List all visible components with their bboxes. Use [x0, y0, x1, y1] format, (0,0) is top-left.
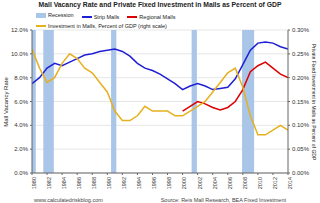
svg-text:2004: 2004 — [212, 177, 218, 189]
svg-text:1998: 1998 — [166, 177, 172, 189]
html-text:Strip Malls: Strip Malls — [93, 13, 120, 20]
svg-text:1980: 1980 — [31, 177, 37, 189]
svg-text:2002: 2002 — [197, 177, 203, 189]
html-text:Mall Vacancy Rate and Private: Mall Vacancy Rate and Private Fixed Inve… — [38, 1, 282, 8]
html-text:Investment in Malls, Percent o: Investment in Malls, Percent of GDP (rig… — [48, 22, 167, 29]
svg-text:1992: 1992 — [121, 177, 127, 189]
svg-text:10.0%: 10.0% — [11, 51, 29, 57]
svg-text:2006: 2006 — [227, 177, 233, 189]
svg-text:1986: 1986 — [76, 177, 82, 189]
svg-text:1984: 1984 — [61, 177, 67, 189]
svg-text:0.0%: 0.0% — [14, 170, 28, 176]
html-text:Private Fixed Investment in Ma: Private Fixed Investment in Malls as Per… — [311, 43, 317, 160]
svg-text:0.15%: 0.15% — [292, 99, 310, 105]
svg-text:2014: 2014 — [287, 177, 293, 189]
svg-text:0.00%: 0.00% — [292, 170, 310, 176]
svg-text:1990: 1990 — [106, 177, 112, 189]
html-text:Recession: Recession — [48, 12, 74, 18]
html-text:www.calculatedriskblog.com: www.calculatedriskblog.com — [34, 197, 103, 203]
svg-text:2012: 2012 — [272, 177, 278, 189]
svg-text:6.0%: 6.0% — [14, 99, 28, 105]
svg-text:0.05%: 0.05% — [292, 146, 310, 152]
html-text:Source: Reis Mall Research, BE: Source: Reis Mall Research, BEA Fixed In… — [160, 197, 286, 203]
svg-text:2000: 2000 — [181, 177, 187, 189]
html-text:Regional Malls: Regional Malls — [139, 13, 176, 20]
svg-text:0.20%: 0.20% — [292, 75, 310, 81]
svg-text:1988: 1988 — [91, 177, 97, 189]
svg-text:2010: 2010 — [257, 177, 263, 189]
svg-text:8.0%: 8.0% — [14, 75, 28, 81]
svg-text:0.10%: 0.10% — [292, 122, 310, 128]
svg-text:1982: 1982 — [46, 177, 52, 189]
svg-text:4.0%: 4.0% — [14, 122, 28, 128]
svg-text:1996: 1996 — [151, 177, 157, 189]
svg-text:12.0%: 12.0% — [11, 27, 29, 33]
svg-text:2.0%: 2.0% — [14, 146, 28, 152]
svg-text:1994: 1994 — [136, 177, 142, 189]
svg-text:2008: 2008 — [242, 177, 248, 189]
html-text:Mall Vacancy Rate: Mall Vacancy Rate — [3, 76, 9, 127]
svg-text:0.25%: 0.25% — [292, 51, 310, 57]
svg-text:0.30%: 0.30% — [292, 27, 310, 33]
